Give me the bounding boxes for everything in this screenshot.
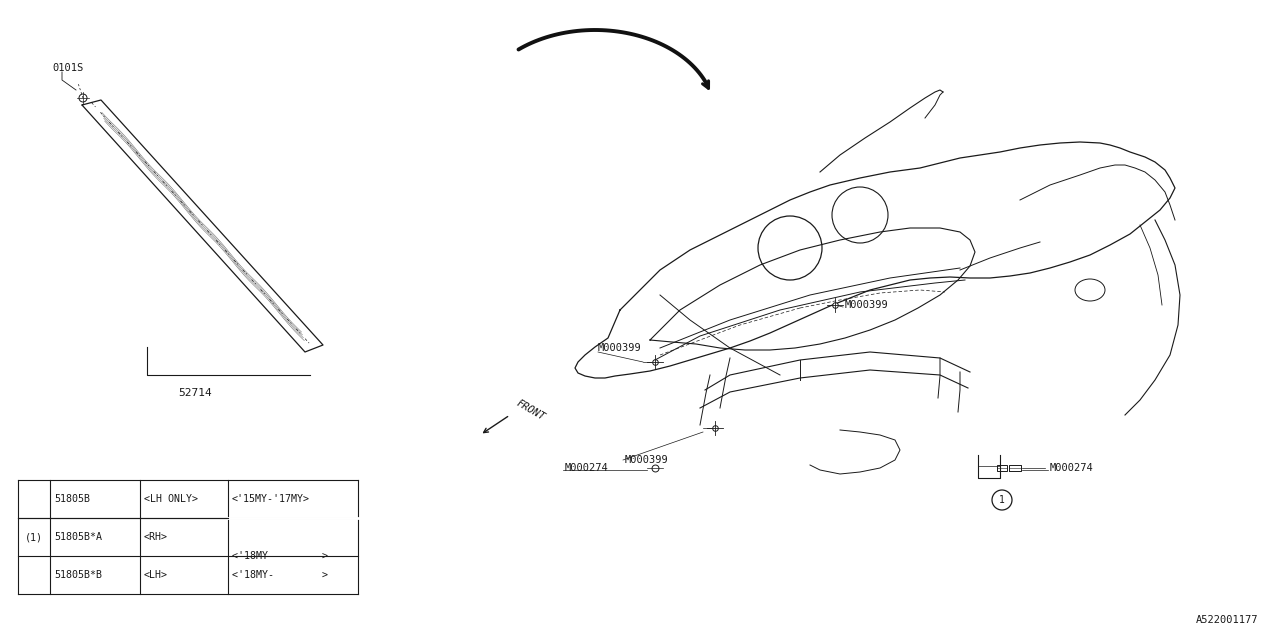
Text: M000399: M000399 xyxy=(598,343,641,353)
Text: A522001177: A522001177 xyxy=(1196,615,1258,625)
Text: <'18MY-        >: <'18MY- > xyxy=(232,570,328,580)
Text: 52714: 52714 xyxy=(178,388,212,398)
Text: M000399: M000399 xyxy=(625,455,668,465)
Text: FRONT: FRONT xyxy=(515,398,547,422)
Text: 1: 1 xyxy=(1000,495,1005,505)
Text: <'18MY-        >: <'18MY- > xyxy=(232,551,328,561)
Text: 51805B*B: 51805B*B xyxy=(54,570,102,580)
Text: <RH>: <RH> xyxy=(143,532,168,542)
Bar xyxy=(997,465,1007,471)
Text: M000274: M000274 xyxy=(564,463,609,473)
Text: <LH>: <LH> xyxy=(143,570,168,580)
Text: 51805B*A: 51805B*A xyxy=(54,532,102,542)
Text: 0101S: 0101S xyxy=(52,63,83,73)
Text: (1): (1) xyxy=(26,532,44,542)
Text: M000399: M000399 xyxy=(845,300,888,310)
Text: M000274: M000274 xyxy=(1050,463,1093,473)
Text: <'15MY-'17MY>: <'15MY-'17MY> xyxy=(232,494,310,504)
Text: <LH ONLY>: <LH ONLY> xyxy=(143,494,198,504)
Text: 51805B: 51805B xyxy=(54,494,90,504)
